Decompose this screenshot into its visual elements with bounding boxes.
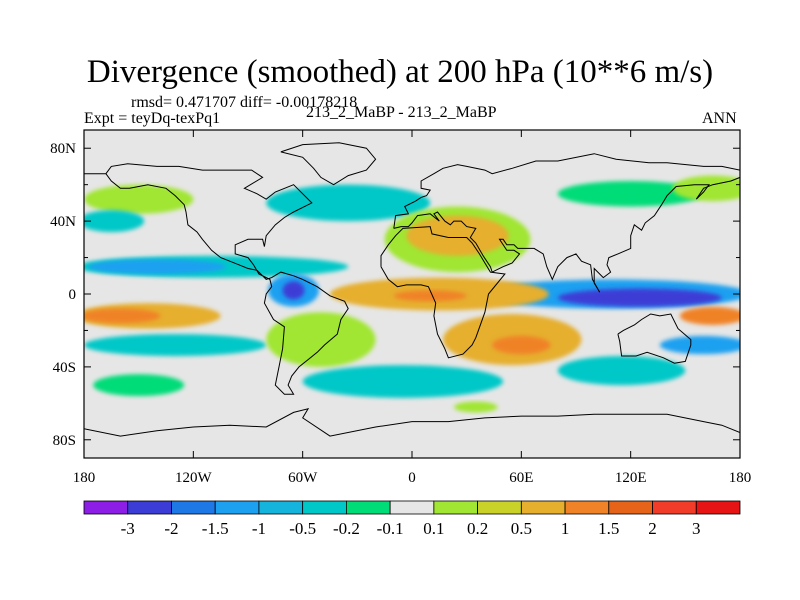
colorbar-swatch (171, 500, 216, 515)
rmsd-label: rmsd= (131, 94, 173, 111)
colorbar-swatch (127, 500, 172, 515)
coastline (84, 408, 740, 437)
axis-ticks: 80N 40N 0 40S 80S 180 120W 60W 0 60E 120E 180 (50, 130, 751, 486)
colorbar-label: 1 (561, 519, 570, 538)
field-region (492, 335, 551, 355)
colorbar-label: -0.2 (333, 519, 360, 538)
field-region (679, 306, 740, 325)
field-region (266, 312, 376, 367)
x-tick-label: 180 (729, 470, 752, 486)
y-tick-label: 0 (69, 287, 77, 303)
colorbar-label: -2 (164, 519, 178, 538)
x-tick-label: 60E (509, 470, 533, 486)
x-tick-label: 120E (615, 470, 647, 486)
stats-line: rmsd= 0.471707 diff= -0.00178218 (131, 94, 357, 112)
field-region (282, 281, 305, 300)
colorbar-label: 0.1 (423, 519, 444, 538)
field-region (659, 335, 740, 355)
colorbar-label: -1 (252, 519, 266, 538)
field-region (84, 184, 194, 214)
colorbar-label: 1.5 (598, 519, 619, 538)
x-tick-label: 180 (73, 470, 96, 486)
colorbar-swatch (433, 500, 479, 515)
y-tick-label: 80S (53, 433, 76, 449)
coastline (617, 313, 692, 364)
field-region (84, 308, 161, 324)
colorbar-swatch (652, 500, 697, 515)
colorbar-label: -0.1 (377, 519, 404, 538)
colorbar-swatch (608, 500, 653, 515)
colorbar-swatch (695, 500, 741, 515)
coastline (380, 226, 506, 359)
colorbar-swatch (302, 500, 347, 515)
field-region (406, 215, 509, 256)
diff-value: -0.00178218 (275, 94, 358, 111)
field-region (87, 259, 227, 274)
field-region (453, 401, 498, 413)
colorbar-label: -0.5 (289, 519, 316, 538)
coastline (84, 163, 349, 395)
diff-label: diff= (240, 94, 272, 111)
y-tick-label: 40S (53, 360, 76, 376)
field-region (557, 288, 722, 307)
field-region (93, 374, 185, 397)
divergence-field (84, 175, 740, 413)
field-region (672, 175, 740, 202)
x-tick-label: 0 (408, 470, 416, 486)
colorbar-swatch (258, 500, 304, 515)
colorbar-swatch (477, 500, 522, 515)
coastlines (84, 142, 740, 437)
coastline (393, 153, 740, 229)
x-tick-label: 120W (175, 470, 213, 486)
colorbar-label: -1.5 (202, 519, 229, 538)
period-label: ANN (702, 110, 737, 127)
plot-title: Divergence (smoothed) at 200 hPa (10**6 … (86, 54, 714, 90)
rmsd-value: 0.471707 (176, 94, 237, 111)
colorbar-label: 3 (692, 519, 701, 538)
colorbar-swatch (564, 500, 610, 515)
case-subtitle: 213_2_MaBP - 213_2_MaBP (306, 104, 497, 121)
field-region (393, 290, 467, 302)
experiment-label: Expt = teyDq-texPq1 (84, 110, 221, 127)
field-region (557, 181, 704, 207)
colorbar: -3 -2 -1.5 -1 -0.5 -0.2 -0.1 0.1 0.2 0.5 1 1.5 2 3 (83, 500, 741, 538)
colorbar-label: 2 (648, 519, 657, 538)
colorbar-swatch (83, 500, 129, 515)
field-region (266, 184, 431, 222)
field-region (557, 355, 686, 386)
colorbar-label: 0.2 (467, 519, 488, 538)
field-region (84, 210, 145, 233)
colorbar-swatch (214, 500, 260, 515)
colorbar-label: 0.5 (511, 519, 532, 538)
y-tick-label: 80N (50, 141, 76, 157)
colorbar-swatch (389, 500, 435, 515)
x-tick-label: 60W (288, 470, 318, 486)
colorbar-swatch (345, 500, 391, 515)
coastline (280, 142, 377, 186)
colorbar-swatch (520, 500, 566, 515)
y-tick-label: 40N (50, 214, 76, 230)
field-region (84, 334, 267, 356)
colorbar-label: -3 (121, 519, 135, 538)
field-region (302, 365, 504, 398)
coastline (393, 176, 740, 293)
